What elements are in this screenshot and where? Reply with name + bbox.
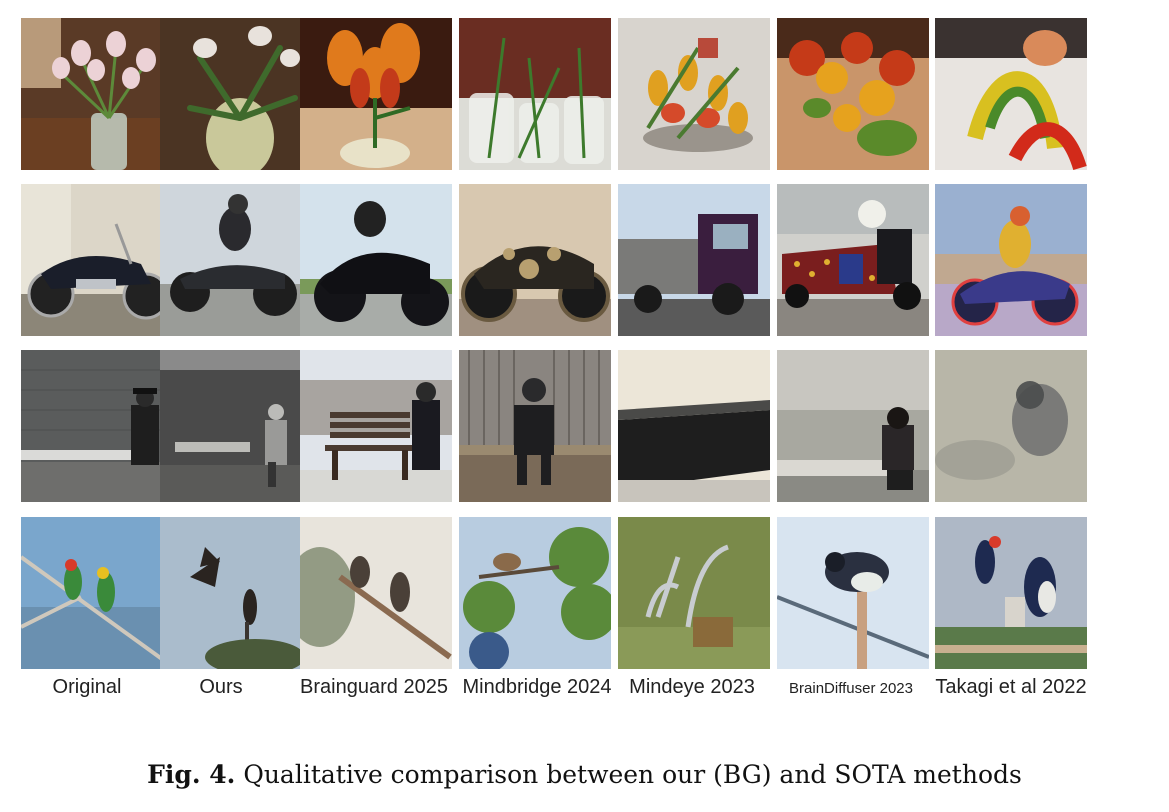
column-label: BrainDiffuser 2023: [789, 680, 913, 697]
two-birds-fighting-image: [935, 517, 1087, 669]
figure-grid: [21, 18, 1087, 669]
grey-person-on-bench-image: [160, 350, 312, 502]
colorful-flower-arrangement-image: [618, 18, 770, 170]
column-label: Mindeye 2023: [629, 676, 755, 698]
caption-label: Fig. 4.: [147, 760, 236, 789]
tulips-in-vase-image: [21, 18, 173, 170]
birds-in-flight-image: [160, 517, 312, 669]
column-label: Ours: [199, 676, 243, 698]
cruiser-motorcycle-image: [21, 184, 173, 336]
person-sitting-on-ledge-image: [777, 350, 929, 502]
black-motorcycle-image: [300, 184, 452, 336]
metal-bird-sculpture-image: [618, 517, 770, 669]
column-label: Original: [52, 676, 122, 698]
figure-caption: Fig. 4. Qualitative comparison between o…: [0, 760, 1169, 789]
column-label: Brainguard 2025: [300, 676, 448, 698]
blurry-grey-noise-image: [935, 350, 1087, 502]
column-label: Mindbridge 2024: [462, 676, 612, 698]
armored-figure-on-bench-image: [459, 350, 611, 502]
decorated-red-vehicle-image: [777, 184, 929, 336]
steampunk-motorcycle-image: [459, 184, 611, 336]
two-birds-on-twig-image: [300, 517, 452, 669]
abstract-colorful-spiral-image: [935, 18, 1087, 170]
bird-on-pole-image: [777, 517, 929, 669]
blurry-orange-berries-image: [777, 18, 929, 170]
man-beside-bench-image: [300, 350, 452, 502]
purple-truck-image: [618, 184, 770, 336]
two-birds-on-branch-image: [21, 517, 173, 669]
man-on-bench-image: [21, 350, 173, 502]
noisy-motorcyclist-image: [935, 184, 1087, 336]
rider-on-motorcycle-image: [160, 184, 312, 336]
bird-in-tree-image: [459, 517, 611, 669]
abstract-wall-shadow-image: [618, 350, 770, 502]
orange-flower-closeup-image: [300, 18, 452, 170]
column-label: Takagi et al 2022: [935, 676, 1087, 698]
clear-vase-greenery-image: [459, 18, 611, 170]
white-flowers-in-vase-image: [160, 18, 312, 170]
caption-text: Qualitative comparison between our (BG) …: [243, 760, 1022, 789]
